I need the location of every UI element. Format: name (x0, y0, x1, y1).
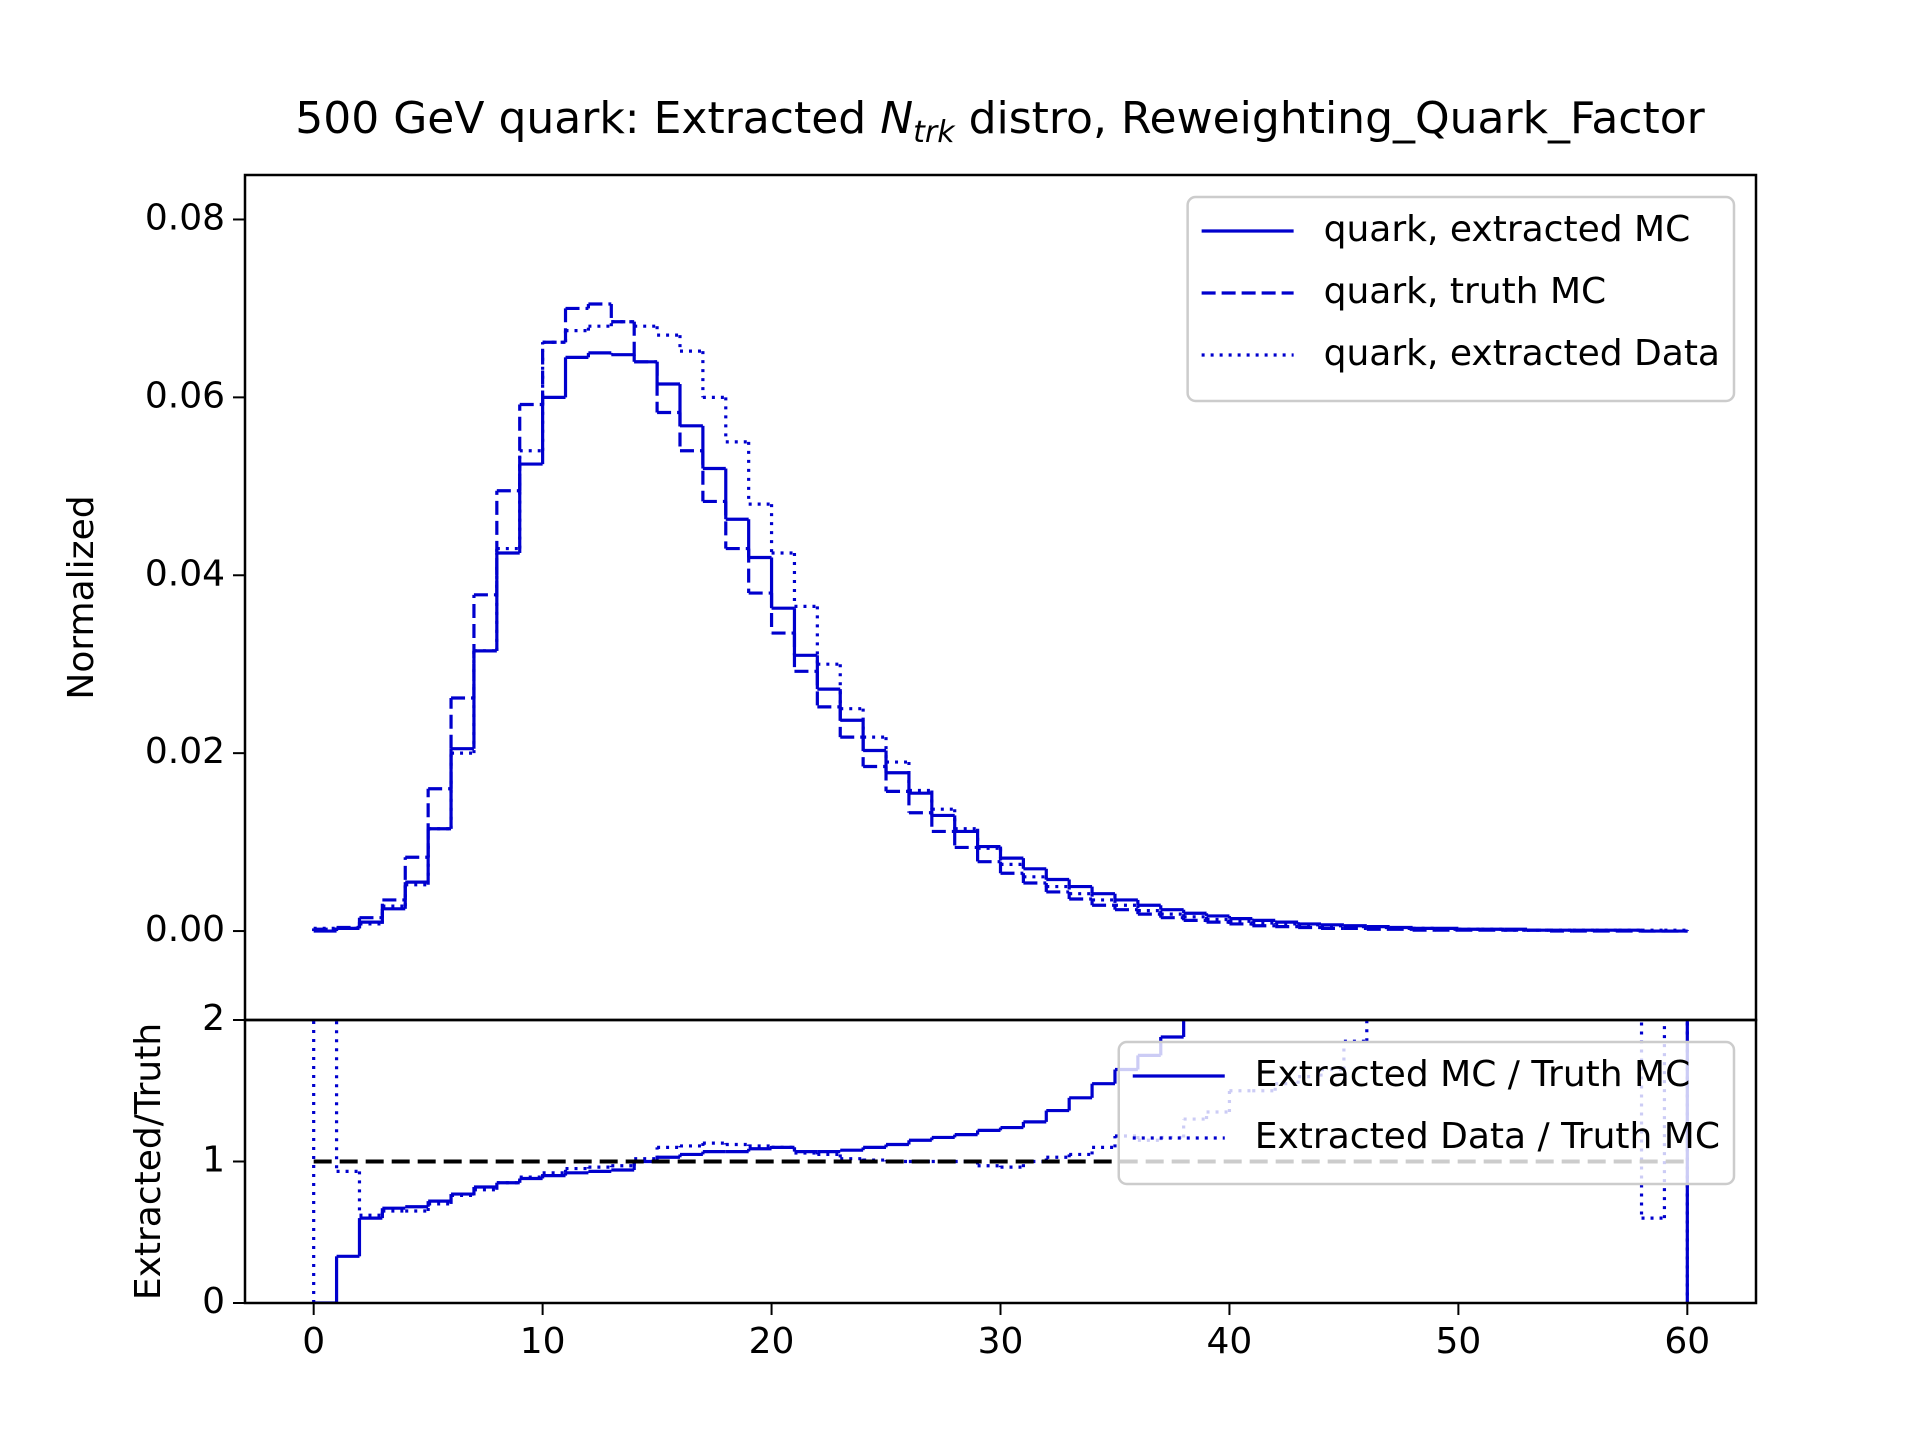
legend-label: quark, extracted MC (1324, 209, 1691, 250)
x-tick-label: 60 (1664, 1321, 1710, 1362)
legend: quark, extracted MC quark, truth MC quark,… (1186, 195, 1736, 403)
x-tick-label: 30 (978, 1321, 1024, 1362)
y-tick-label: 1 (202, 1140, 225, 1181)
title-part: trk (913, 115, 956, 150)
legend-label: Extracted Data / Truth MC (1255, 1116, 1720, 1157)
y-tick-label: 2 (202, 998, 225, 1039)
legend-label: quark, extracted Data (1324, 333, 1720, 374)
plot-area (312, 302, 1689, 933)
legend-box (1117, 1040, 1736, 1186)
y-tick-label: 0.00 (145, 909, 225, 950)
x-tick-label: 20 (749, 1321, 795, 1362)
legend-label: Extracted MC / Truth MC (1255, 1054, 1690, 1095)
title-part: distro, Reweighting_Quark_Factor (955, 93, 1706, 144)
title-part: 500 GeV quark: Extracted (295, 93, 880, 144)
legend-box (1186, 195, 1736, 403)
chart-title: 500 GeV quark: Extracted Ntrk distro, Re… (295, 93, 1705, 150)
title-part: N (880, 93, 913, 144)
y-tick-label: 0.02 (145, 731, 225, 772)
legend-label: quark, truth MC (1324, 271, 1607, 312)
x-tick-label: 10 (520, 1321, 566, 1362)
y-tick-label: 0.08 (145, 197, 225, 238)
axes-frame (243, 1018, 1758, 1305)
y-tick-label: 0.04 (145, 553, 225, 594)
y-axis-label: Extracted/Truth (128, 1023, 169, 1300)
legend: Extracted MC / Truth MC Extracted Data / … (1117, 1040, 1736, 1186)
x-tick-label: 50 (1435, 1321, 1481, 1362)
y-axis-label: Normalized (61, 495, 102, 699)
x-tick-label: 40 (1207, 1321, 1253, 1362)
y-tick-label: 0 (202, 1281, 225, 1322)
y-tick-label: 0.06 (145, 375, 225, 416)
x-tick-label: 0 (302, 1321, 325, 1362)
